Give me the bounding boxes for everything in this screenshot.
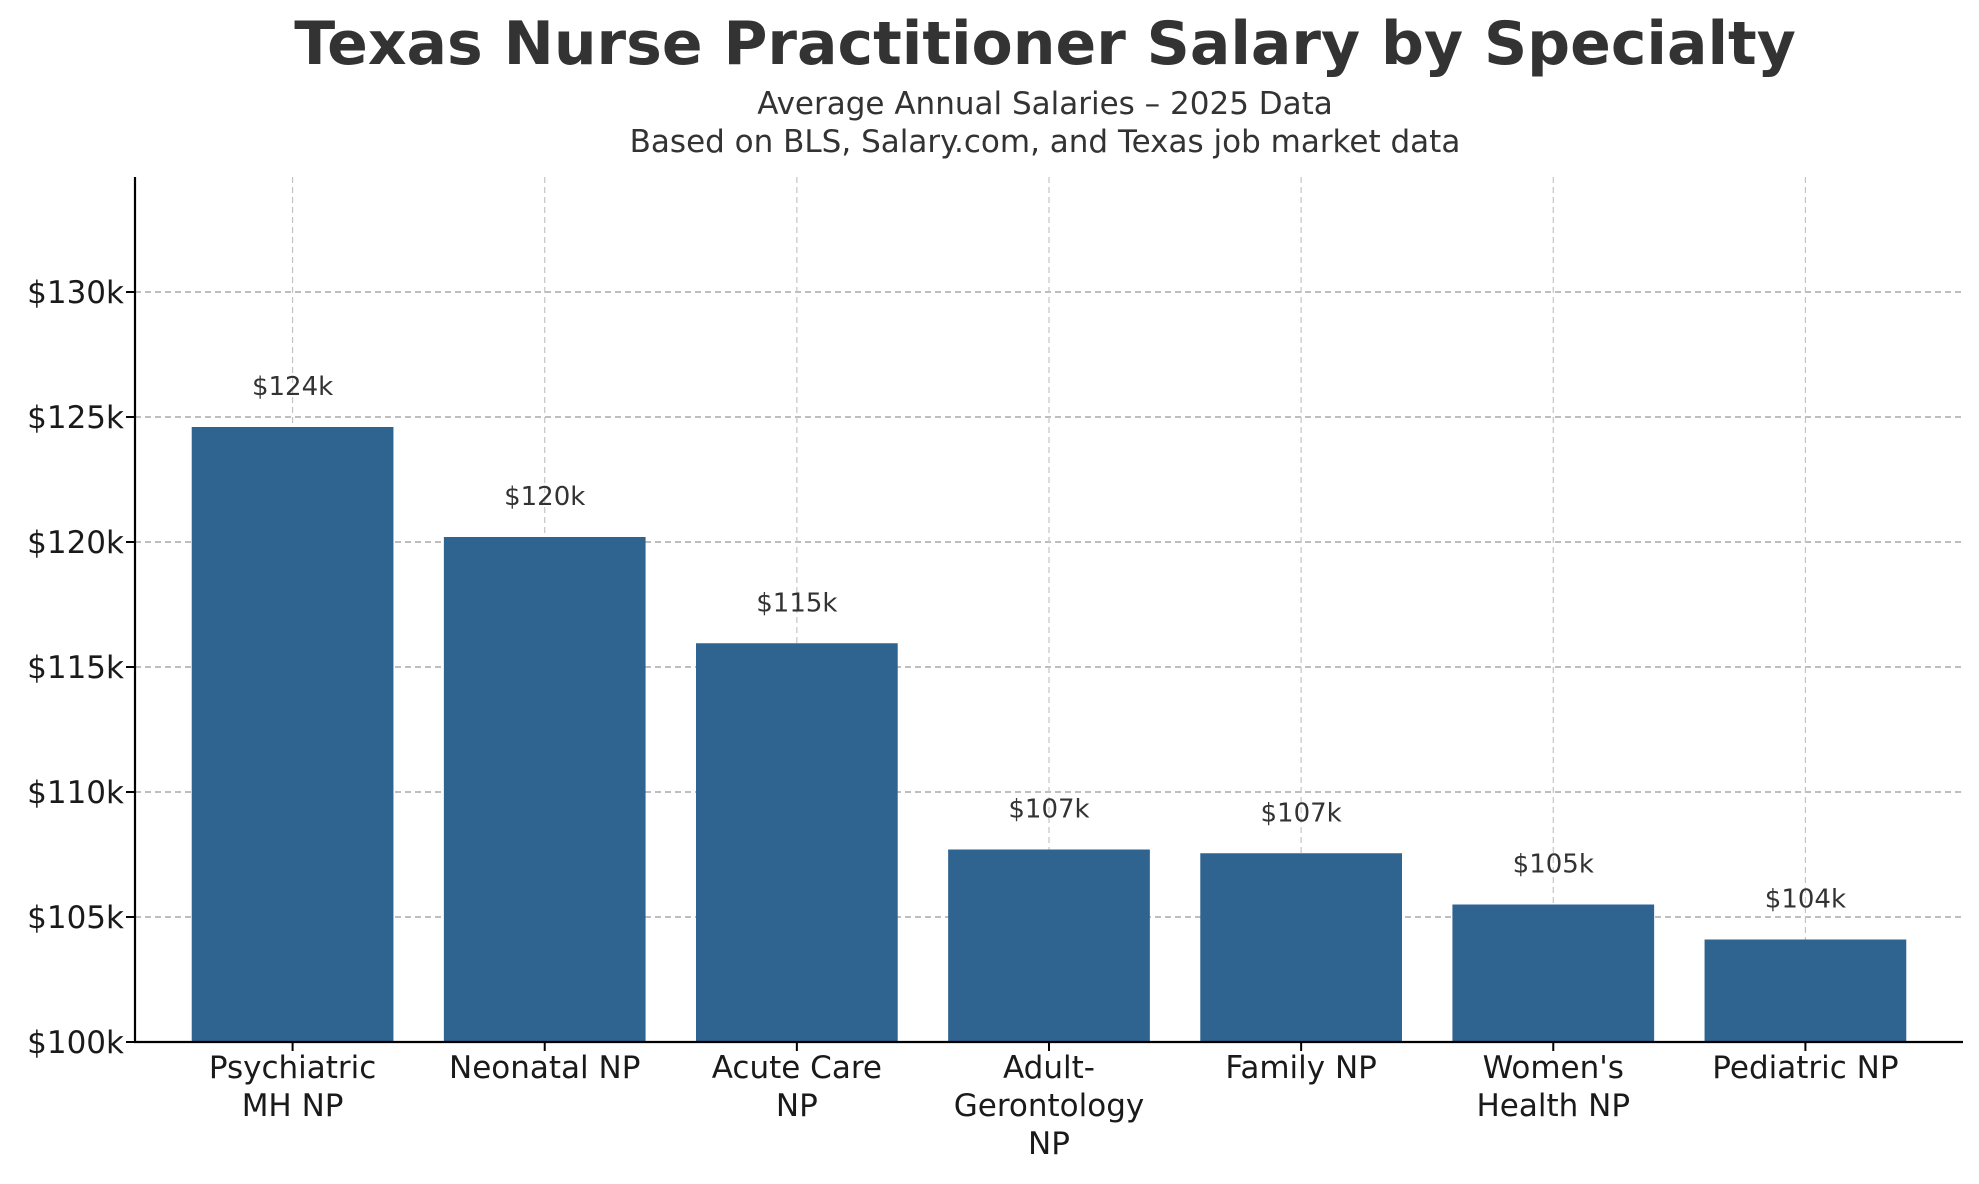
bar-3	[696, 643, 898, 1042]
grid-lines	[135, 177, 1963, 1042]
y-tick-label-4: $120k	[27, 525, 124, 561]
x-tick-label-4: Adult-Gerontology NP	[954, 1050, 1145, 1162]
data-label-7: $104k	[1765, 885, 1846, 915]
chart-subtitle-line-2: Based on BLS, Salary.com, and Texas job …	[630, 124, 1461, 160]
x-tick-label-2: Neonatal NP	[449, 1050, 640, 1086]
x-tick-label-3: Acute Care NP	[712, 1050, 882, 1124]
y-tick-label-1: $105k	[27, 900, 124, 936]
tick-labels: $100k $105k $110k $115k $120k $125k $130k Psych…	[27, 275, 1898, 1162]
bar-2	[443, 537, 646, 1042]
data-label-5: $107k	[1261, 798, 1342, 828]
bars	[191, 427, 1907, 1042]
data-label-3: $115k	[756, 588, 837, 618]
x-tick-label-1: Psychiatric MH NP	[209, 1050, 377, 1124]
y-tick-label-3: $115k	[27, 650, 124, 686]
data-label-2: $120k	[504, 482, 585, 512]
y-tick-label-5: $125k	[27, 400, 124, 436]
bar-4	[948, 849, 1150, 1042]
x-tick-label-5: Family NP	[1225, 1050, 1377, 1086]
data-labels: $124k $120k $115k $107k $107k $105k $104k	[252, 372, 1846, 915]
y-tick-label-6: $130k	[27, 275, 124, 311]
x-tick-label-7: Pediatric NP	[1712, 1050, 1898, 1086]
chart-subtitle-line-1: Average Annual Salaries – 2025 Data	[757, 86, 1333, 122]
bar-6	[1452, 904, 1655, 1042]
axes	[126, 177, 1963, 1051]
bar-1	[191, 427, 394, 1042]
data-label-4: $107k	[1008, 795, 1089, 825]
chart-title: Texas Nurse Practitioner Salary by Speci…	[294, 9, 1796, 79]
y-tick-label-0: $100k	[27, 1025, 124, 1061]
data-label-1: $124k	[252, 372, 333, 402]
data-label-6: $105k	[1513, 850, 1594, 880]
bar-7	[1704, 939, 1907, 1042]
y-tick-label-2: $110k	[27, 775, 124, 811]
bar-5	[1200, 853, 1402, 1042]
x-tick-label-6: Women's Health NP	[1477, 1050, 1631, 1124]
